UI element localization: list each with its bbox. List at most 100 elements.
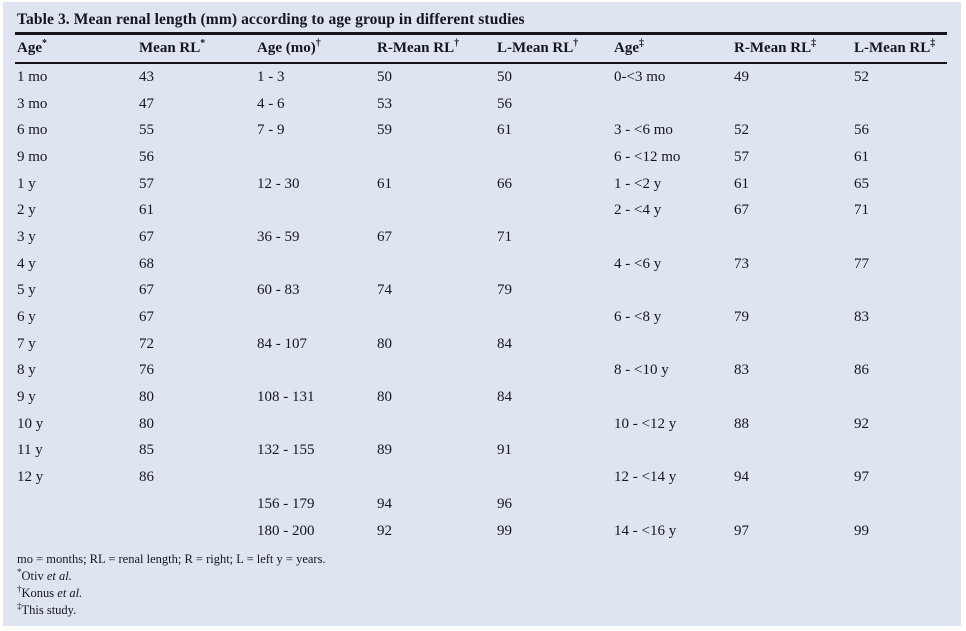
footnote-konus: †Konus et al.	[17, 585, 947, 602]
table-cell: 0-<3 mo	[614, 68, 666, 85]
table-cell	[732, 224, 852, 251]
table-cell: 57	[734, 148, 749, 165]
table-cell: 3 y	[17, 228, 36, 245]
table-row: 9 mo 56 6 - <12 mo 57 61	[15, 144, 947, 171]
col-header-label: R-Mean RL	[377, 40, 455, 56]
table-cell: 2 - <4 y	[614, 202, 662, 219]
table-cell: 132 - 155	[257, 442, 315, 459]
table-cell: 3 mo	[17, 95, 48, 112]
table-cell: 7 - 9	[257, 122, 285, 139]
table-cell: 61	[497, 122, 512, 139]
table-cell	[732, 491, 852, 518]
table-row: 2 y 61 2 - <4 y 67 71	[15, 197, 947, 224]
table-cell: 92	[377, 522, 392, 539]
table-cell	[255, 304, 375, 331]
table-cell: 67	[139, 309, 154, 326]
table-cell: 1 mo	[17, 68, 48, 85]
table-cell	[255, 144, 375, 171]
table-cell: 11 y	[17, 442, 43, 459]
table-cell: 84 - 107	[257, 335, 307, 352]
table-cell	[495, 411, 612, 438]
footnote-this-study: ‡This study.	[17, 602, 947, 619]
table-cell: 180 - 200	[257, 522, 315, 539]
col-header-label: L-Mean RL	[497, 40, 574, 56]
table-cell	[495, 358, 612, 385]
table-cell: 65	[854, 175, 869, 192]
table-cell: 66	[497, 175, 512, 192]
table-cell: 74	[377, 282, 392, 299]
table-cell: 83	[734, 362, 749, 379]
table-cell	[255, 251, 375, 278]
table-cell: 73	[734, 255, 749, 272]
col-header-l-mean-rl-this-study: L-Mean RL‡	[852, 35, 947, 64]
table-cell: 6 - <8 y	[614, 309, 662, 326]
table-cell: 71	[497, 228, 512, 245]
table-cell: 80	[377, 335, 392, 352]
table-row: 1 mo 43 1 - 3 50 50 0-<3 mo 49 52	[15, 63, 947, 91]
table-cell: 72	[139, 335, 154, 352]
table-row: 7 y 72 84 - 107 80 84	[15, 331, 947, 358]
footnote-sup: ‡	[17, 601, 22, 612]
footnote-sup: †	[17, 584, 22, 595]
table-row: 156 - 179 94 96	[15, 491, 947, 518]
table-cell: 8 y	[17, 362, 36, 379]
col-header-label: Age (mo)	[257, 40, 316, 56]
table-cell: 56	[139, 148, 154, 165]
table-cell	[255, 358, 375, 385]
table-cell	[852, 384, 947, 411]
table-cell	[495, 464, 612, 491]
table-row: 3 mo 47 4 - 6 53 56	[15, 91, 947, 118]
table-header: Age* Mean RL* Age (mo) † R-Mean RL† L-Mea…	[15, 35, 947, 64]
table-cell	[852, 91, 947, 118]
table-cell: 9 y	[17, 389, 36, 406]
table-row: 6 mo 55 7 - 9 59 61 3 - <6 mo 52 56	[15, 117, 947, 144]
table-row: 10 y 80 10 - <12 y 88 92	[15, 411, 947, 438]
col-header-label: L-Mean RL	[854, 40, 931, 56]
table-cell: 9 mo	[17, 148, 48, 165]
title-rule	[15, 32, 947, 35]
col-header-mean-rl-otiv: Mean RL*	[137, 35, 255, 64]
table-cell: 89	[377, 442, 392, 459]
table-cell: 80	[139, 415, 154, 432]
table-cell: 49	[734, 68, 749, 85]
table-cell: 97	[734, 522, 749, 539]
table-cell	[255, 197, 375, 224]
table-cell: 85	[139, 442, 154, 459]
table-cell: 1 - 3	[257, 68, 285, 85]
table-cell: 6 y	[17, 309, 36, 326]
table-cell: 108 - 131	[257, 389, 315, 406]
table-cell: 91	[497, 442, 512, 459]
table-cell	[852, 224, 947, 251]
table-cell	[612, 331, 732, 358]
col-header-r-mean-rl-this-study: R-Mean RL‡	[732, 35, 852, 64]
col-header-age-otiv: Age*	[15, 35, 137, 64]
footnote-text: mo = months; RL = renal length; R = righ…	[17, 552, 326, 567]
table-row: 6 y 67 6 - <8 y 79 83	[15, 304, 947, 331]
table-row: 180 - 200 92 99 14 - <16 y 97 99	[15, 518, 947, 545]
table-cell: 97	[854, 469, 869, 486]
table-cell	[375, 464, 495, 491]
table-cell: 12 - <14 y	[614, 469, 677, 486]
table-panel: Table 3. Mean renal length (mm) accordin…	[3, 2, 961, 626]
table-cell	[852, 491, 947, 518]
col-header-r-mean-rl-konus: R-Mean RL†	[375, 35, 495, 64]
table-cell	[495, 144, 612, 171]
col-header-label: Age	[614, 40, 639, 56]
table-cell	[732, 438, 852, 465]
col-header-sup: †	[454, 38, 460, 49]
table-cell: 53	[377, 95, 392, 112]
table-row: 11 y 85 132 - 155 89 91	[15, 438, 947, 465]
table-cell: 3 - <6 mo	[614, 122, 673, 139]
table-cell	[375, 358, 495, 385]
table-cell: 56	[497, 95, 512, 112]
col-header-sup: ‡	[811, 38, 817, 49]
table-cell: 52	[734, 122, 749, 139]
table-cell: 67	[139, 228, 154, 245]
table-cell	[732, 91, 852, 118]
table-cell: 77	[854, 255, 869, 272]
table-row: 4 y 68 4 - <6 y 73 77	[15, 251, 947, 278]
table-cell: 76	[139, 362, 154, 379]
table-cell: 12 - 30	[257, 175, 300, 192]
footnote-italic: et al.	[46, 569, 72, 584]
table-cell: 43	[139, 68, 154, 85]
